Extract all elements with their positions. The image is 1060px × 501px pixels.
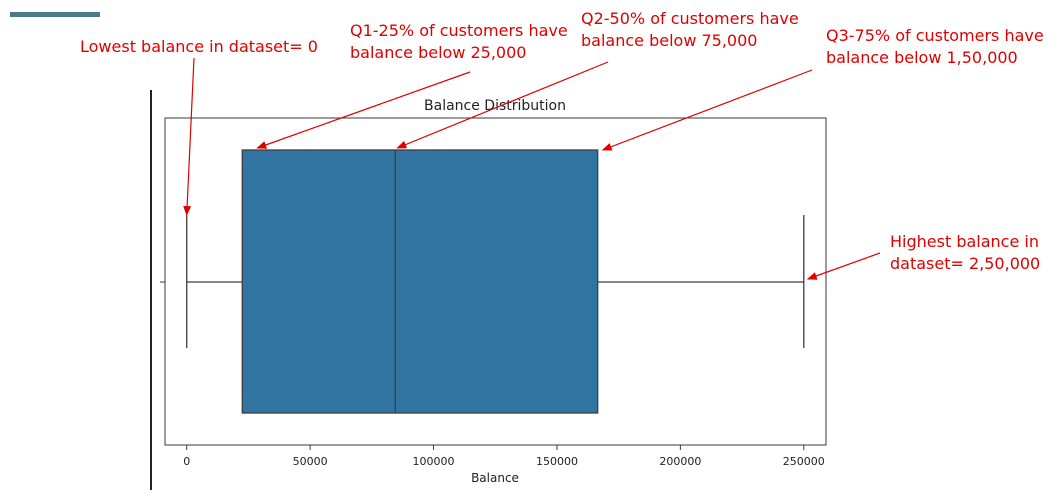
x-tick-label: 150000 <box>536 455 578 468</box>
left-rule <box>150 90 152 490</box>
annotation-max-line1: Highest balance in <box>890 232 1039 251</box>
x-tick-label: 250000 <box>783 455 825 468</box>
x-tick-label: 100000 <box>413 455 455 468</box>
chart-title: Balance Distribution <box>424 98 566 114</box>
annotation-q2-line2: balance below 75,000 <box>581 31 758 50</box>
arrow-max <box>806 252 881 280</box>
annotation-max: Highest balance in dataset= 2,50,000 <box>890 231 1040 275</box>
arrow-q1 <box>256 71 471 149</box>
annotation-q1-line1: Q1-25% of customers have <box>350 21 568 40</box>
annotation-q3: Q3-75% of customers have balance below 1… <box>826 25 1044 69</box>
x-tick-label: 0 <box>183 455 190 468</box>
x-axis-label: Balance <box>471 471 519 485</box>
iqr-box <box>241 149 599 414</box>
annotation-max-line2: dataset= 2,50,000 <box>890 254 1041 273</box>
annotation-min: Lowest balance in dataset= 0 <box>80 36 318 58</box>
arrow-q2 <box>396 61 609 149</box>
x-tick-label: 200000 <box>659 455 701 468</box>
annotation-q1: Q1-25% of customers have balance below 2… <box>350 20 568 64</box>
arrow-min <box>183 57 195 216</box>
arrow-q3 <box>601 69 813 151</box>
annotation-q2: Q2-50% of customers have balance below 7… <box>581 8 799 52</box>
annotation-min-line1: Lowest balance in dataset= 0 <box>80 37 318 56</box>
annotation-q3-line1: Q3-75% of customers have <box>826 26 1044 45</box>
x-tick-label: 50000 <box>293 455 328 468</box>
accent-bar <box>10 12 100 17</box>
annotation-q3-line2: balance below 1,50,000 <box>826 48 1018 67</box>
annotation-q2-line1: Q2-50% of customers have <box>581 9 799 28</box>
annotation-q1-line2: balance below 25,000 <box>350 43 527 62</box>
